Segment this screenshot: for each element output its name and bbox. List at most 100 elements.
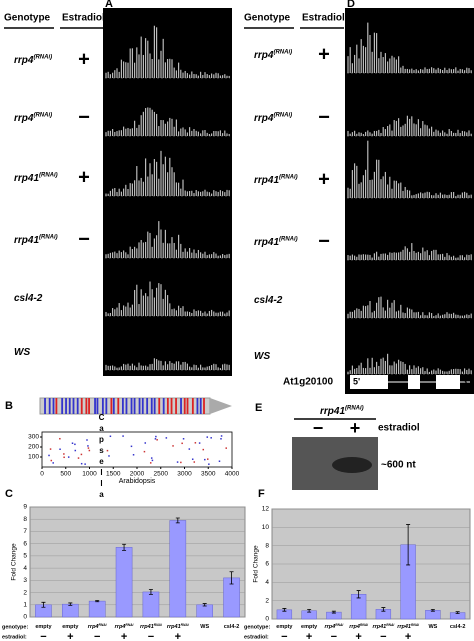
dot [86,439,88,441]
gene-stripe [55,398,58,414]
label-base: rrp4 [14,113,34,124]
gene-end: 5' [353,376,360,386]
genotype-label: WS [254,351,270,362]
estradiol-sign: − [40,631,46,641]
dot [165,437,168,439]
dot [204,458,206,461]
error-bar [202,603,207,607]
label-sup: (RNAi) [273,112,292,118]
dot [218,460,221,462]
gene-stripe [76,398,79,414]
dot [71,442,74,444]
label-base: empty [301,624,318,630]
x-tick-label: rrp41RNAi [397,623,419,631]
y-tick-label: 2 [23,589,27,596]
estradiol-sign: + [318,168,330,190]
x-tick-label: 3500 [201,471,216,478]
gene-stripe [72,398,75,414]
estradiol-sign: − [94,631,100,641]
error-bar [95,600,100,603]
x-tick-label: WS [200,624,209,630]
gene-stripe [191,398,194,414]
gene-stripe [85,398,88,414]
dot [109,435,112,438]
gene-stripe [180,398,182,414]
x-tick-label: rrp4RNAi [88,623,107,631]
label-base: csl4-2 [254,295,283,306]
y-tick-label: 2 [265,597,269,604]
dot [87,445,89,447]
label-sup: (RNAi) [279,174,298,180]
bar [169,520,187,618]
x-tick-label: empty [35,624,52,630]
label-sup: RNAi [99,623,107,627]
dot [198,442,201,444]
y-tick-label: 100 [28,454,39,461]
gene-stripe [101,398,104,414]
dot [151,459,154,462]
y-tick-label: 0 [23,614,27,621]
label-base: rrp4 [14,55,34,66]
gene-stripe [153,398,156,414]
dot [49,448,52,450]
estradiol-sign: − [78,228,90,250]
label-base: rrp41 [140,624,154,630]
genotype-label: rrp41(RNAi) [254,174,298,186]
dot [63,456,65,459]
row-label: genotype: [2,624,28,630]
label-base: rrp4 [88,624,99,630]
dot [130,445,133,448]
label-base: csl4-2 [224,624,240,630]
gene-stripe [170,398,173,414]
label-base: rrp41 [167,624,181,630]
error-bar [148,589,153,595]
y-tick-label: 6 [265,561,269,568]
error-bar [406,524,411,566]
dot [63,453,65,455]
header: Estradiol [62,13,105,24]
label-base: rrp41 [320,406,345,417]
gene-stripe [141,398,144,414]
dot [84,463,86,465]
gene-stripe [150,398,153,414]
label-sup: RNAi [181,623,189,627]
dot [172,445,174,447]
label-base: empty [276,624,293,630]
panel-label: D [347,0,355,10]
gene-exon [408,375,420,389]
dot [67,456,70,458]
label-base: rrp4 [324,624,335,630]
y-tick-label: 300 [28,434,39,441]
dot [74,449,77,452]
estradiol-sign: − [318,106,330,128]
row-label: estradiol: [2,634,27,640]
x-tick-label: 500 [60,471,71,478]
y-tick-label: 7 [23,528,27,535]
estradiol-sign: + [306,631,312,641]
label-base: rrp41 [14,173,39,184]
label-base: rrp41 [372,624,386,630]
error-bar [381,607,386,612]
gene-stripe [68,398,71,414]
x-tick-label: rrp41RNAi [372,623,394,631]
estradiol-sign: − [78,106,90,128]
dot [59,448,61,450]
x-tick-label: 3000 [177,471,192,478]
x-tick-label: rrp41RNAi [167,623,189,631]
gene-stripe [96,398,99,414]
gene-stripe [80,398,83,414]
dot [106,449,109,452]
error-bar [307,608,312,613]
dot [154,438,157,440]
dot [52,462,54,464]
row-label: estradiol: [244,634,269,640]
label-base: rrp4 [349,624,360,630]
dot [48,454,50,457]
panel-label: A [105,0,113,10]
dot [202,448,205,451]
dot [149,462,152,464]
y-tick-label: 200 [28,444,39,451]
x-tick-label: empty [276,624,293,630]
dot [122,435,124,437]
x-tick-label: 2000 [130,471,145,478]
